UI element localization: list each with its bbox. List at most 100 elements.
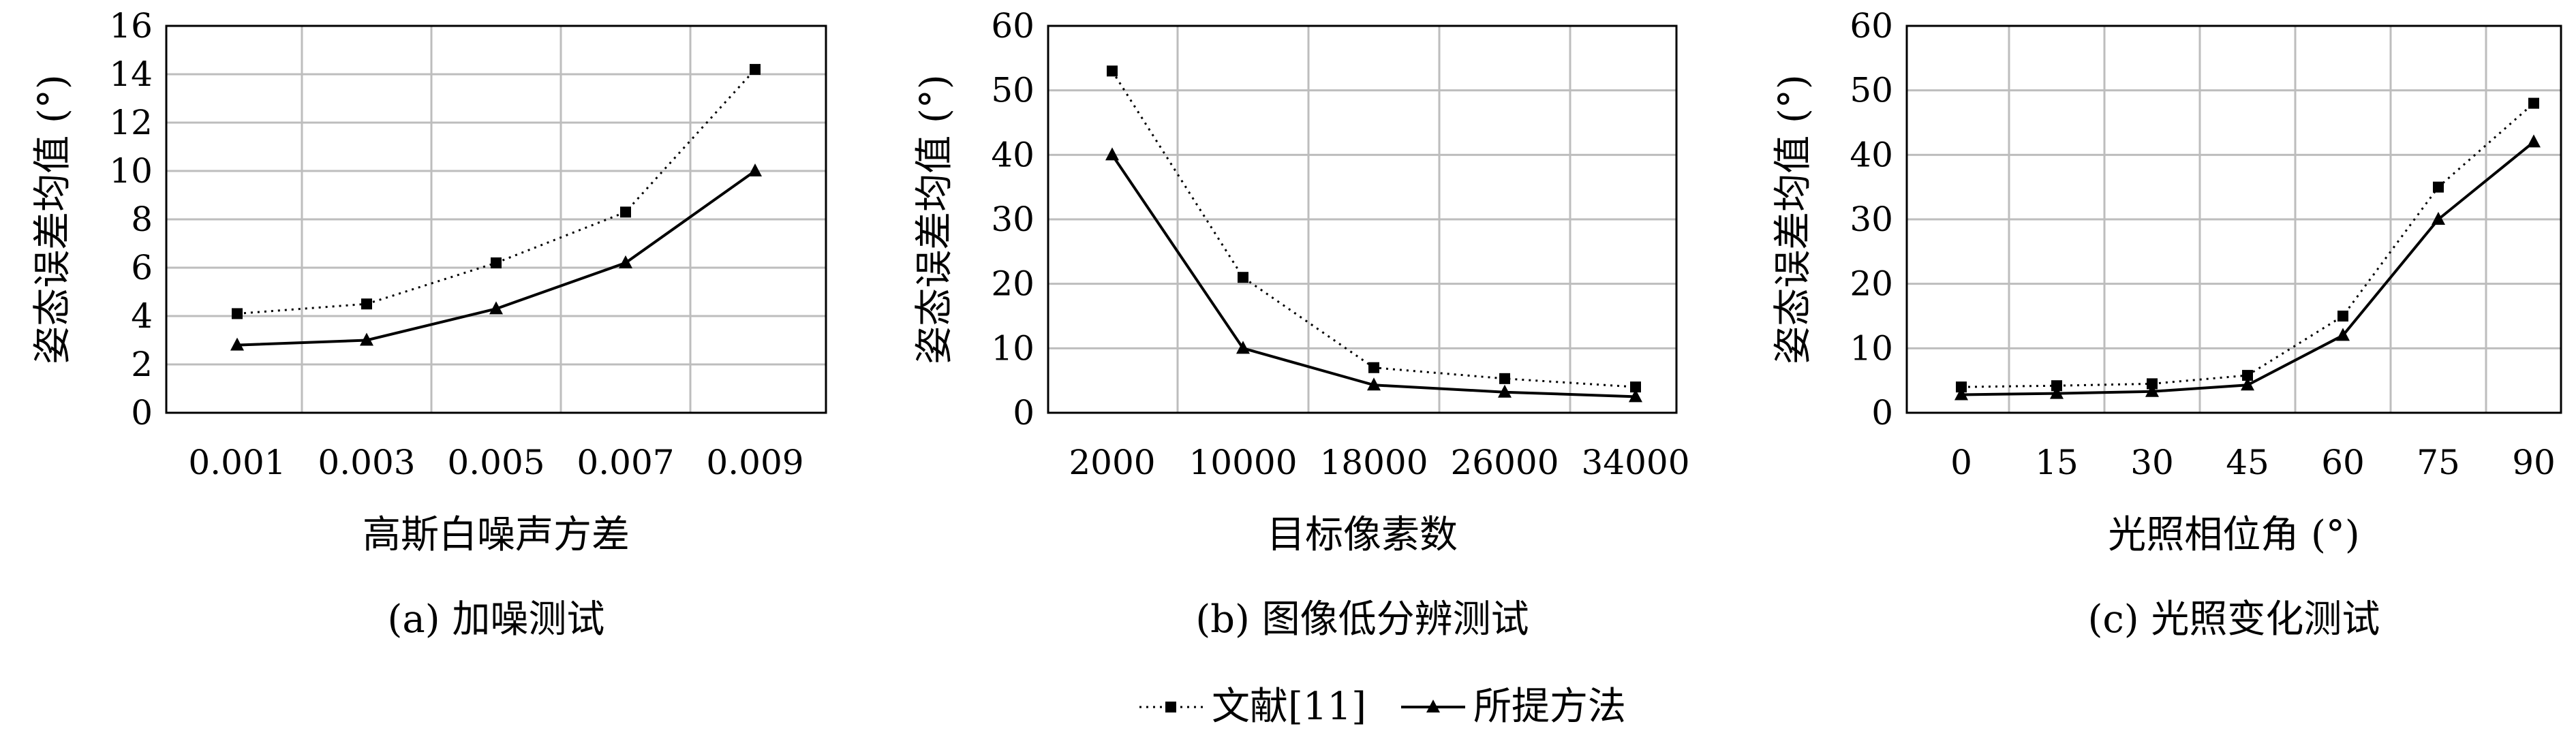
series-line-1	[236, 68, 756, 315]
x-tick-label: 18000	[1319, 443, 1428, 482]
series-2-point	[230, 337, 244, 351]
x-tick-label: 26000	[1450, 443, 1559, 482]
y-tick-label: 60	[1850, 6, 1893, 46]
series-2-point	[1105, 147, 1119, 161]
y-tick-label: 20	[991, 264, 1034, 304]
y-tick-label: 60	[991, 6, 1034, 46]
y-tick-label: 20	[1850, 264, 1893, 304]
chart-panel-b: 0 10 20 30 40 50 60 2000 10000 18000 26000 34000 目标像…	[913, 6, 1690, 642]
y-tick-label: 12	[109, 103, 153, 142]
series-1-point	[620, 206, 631, 218]
y-tick-label: 16	[109, 6, 153, 46]
series-line-2	[1961, 140, 2535, 396]
series-2-point	[2145, 383, 2159, 397]
series-1-point	[491, 257, 502, 268]
series-1-point	[1238, 272, 1248, 283]
y-tick-label: 10	[109, 151, 153, 191]
y-tick-label: 40	[991, 135, 1034, 174]
x-axis-label: 目标像素数	[1267, 513, 1458, 557]
y-tick-label: 30	[1850, 200, 1893, 239]
x-tick-label: 0.003	[318, 443, 415, 482]
series-1-point	[1107, 65, 1118, 77]
legend-marker-1	[1165, 702, 1176, 712]
series-2-point	[2241, 377, 2254, 391]
x-tick-label: 34000	[1581, 443, 1689, 482]
series-2-point	[1498, 384, 1512, 398]
x-tick-label: 0	[1950, 443, 1972, 482]
series-1-point	[2242, 370, 2253, 381]
chart-caption: (c) 光照变化测试	[2088, 597, 2380, 642]
x-axis-label: 光照相位角 (°)	[2108, 513, 2360, 557]
series-2-point	[1954, 387, 1968, 401]
chart-caption: (a) 加噪测试	[388, 597, 605, 642]
x-tick-label: 15	[2035, 443, 2079, 482]
plot-frame	[1047, 25, 1678, 414]
y-tick-label: 0	[1871, 393, 1893, 433]
series-line-1	[1961, 102, 2534, 388]
plot-frame	[165, 25, 827, 414]
series-1-point	[232, 308, 243, 319]
plot-frame	[1905, 25, 2562, 414]
x-tick-label: 0.009	[706, 443, 803, 482]
series-1-point	[750, 63, 761, 75]
chart-panel-c: 0 10 20 30 40 50 60 0 15 30 45 60 75 90 光照相位角 (°) 姿态误差均…	[1771, 6, 2562, 642]
series-1-point	[1499, 373, 1510, 384]
x-tick-label: 90	[2512, 443, 2556, 482]
y-tick-label: 14	[109, 54, 153, 94]
y-tick-label: 8	[131, 200, 153, 239]
legend: 文献[11] 所提方法	[1139, 685, 1626, 729]
y-tick-label: 40	[1850, 135, 1893, 174]
series-1-point	[1368, 362, 1379, 373]
x-tick-label: 0.007	[577, 443, 674, 482]
y-axis-label: 姿态误差均值 (°)	[1771, 74, 1815, 364]
series-2-point	[2527, 134, 2541, 148]
series-2-point	[2050, 386, 2064, 399]
y-axis-label: 姿态误差均值 (°)	[913, 74, 957, 364]
series-line-2	[1111, 154, 1636, 398]
y-tick-label: 0	[131, 393, 153, 433]
series-2-point	[748, 163, 762, 176]
series-1-point	[2147, 378, 2158, 390]
y-tick-label: 50	[991, 71, 1034, 110]
series-2-point	[360, 332, 373, 346]
series-2-point	[1367, 377, 1381, 391]
y-tick-label: 2	[131, 345, 153, 384]
y-tick-label: 30	[991, 200, 1034, 239]
x-tick-label: 10000	[1189, 443, 1297, 482]
x-tick-label: 75	[2417, 443, 2460, 482]
x-tick-label: 45	[2226, 443, 2269, 482]
series-1-point	[2337, 311, 2348, 322]
chart-panel-a: 0 2 4 6 8 10 12 14 16 0.001 0.003 0.005 0.007 0.009 高斯…	[31, 6, 827, 642]
series-2-point	[619, 255, 632, 268]
series-2-point	[1236, 341, 1250, 354]
y-tick-label: 4	[131, 296, 153, 336]
series-1-point	[1630, 381, 1641, 393]
series-2-point	[1629, 389, 1642, 403]
y-tick-label: 10	[991, 328, 1034, 368]
legend-label-2: 所提方法	[1473, 685, 1626, 729]
y-tick-label: 50	[1850, 71, 1893, 110]
chart-caption: (b) 图像低分辨测试	[1195, 597, 1529, 642]
x-tick-label: 2000	[1069, 443, 1155, 482]
series-1-point	[361, 298, 372, 310]
y-tick-label: 10	[1850, 328, 1893, 368]
y-axis-label: 姿态误差均值 (°)	[31, 74, 75, 364]
legend-label-1: 文献[11]	[1212, 685, 1366, 729]
x-tick-label: 60	[2321, 443, 2365, 482]
series-1-point	[2528, 97, 2539, 109]
legend-marker-2	[1426, 700, 1440, 712]
series-2-point	[2432, 212, 2445, 225]
x-tick-label: 0.005	[447, 443, 545, 482]
y-tick-label: 0	[1013, 393, 1034, 433]
series-1-point	[1956, 381, 1967, 393]
series-2-point	[2336, 328, 2350, 341]
series-1-point	[2051, 380, 2062, 392]
series-2-point	[489, 301, 503, 315]
series-line-1	[1111, 70, 1636, 388]
x-tick-label: 0.001	[188, 443, 286, 482]
x-tick-label: 30	[2130, 443, 2174, 482]
y-tick-label: 6	[131, 248, 153, 287]
series-1-point	[2433, 181, 2444, 193]
x-axis-label: 高斯白噪声方差	[363, 513, 630, 557]
